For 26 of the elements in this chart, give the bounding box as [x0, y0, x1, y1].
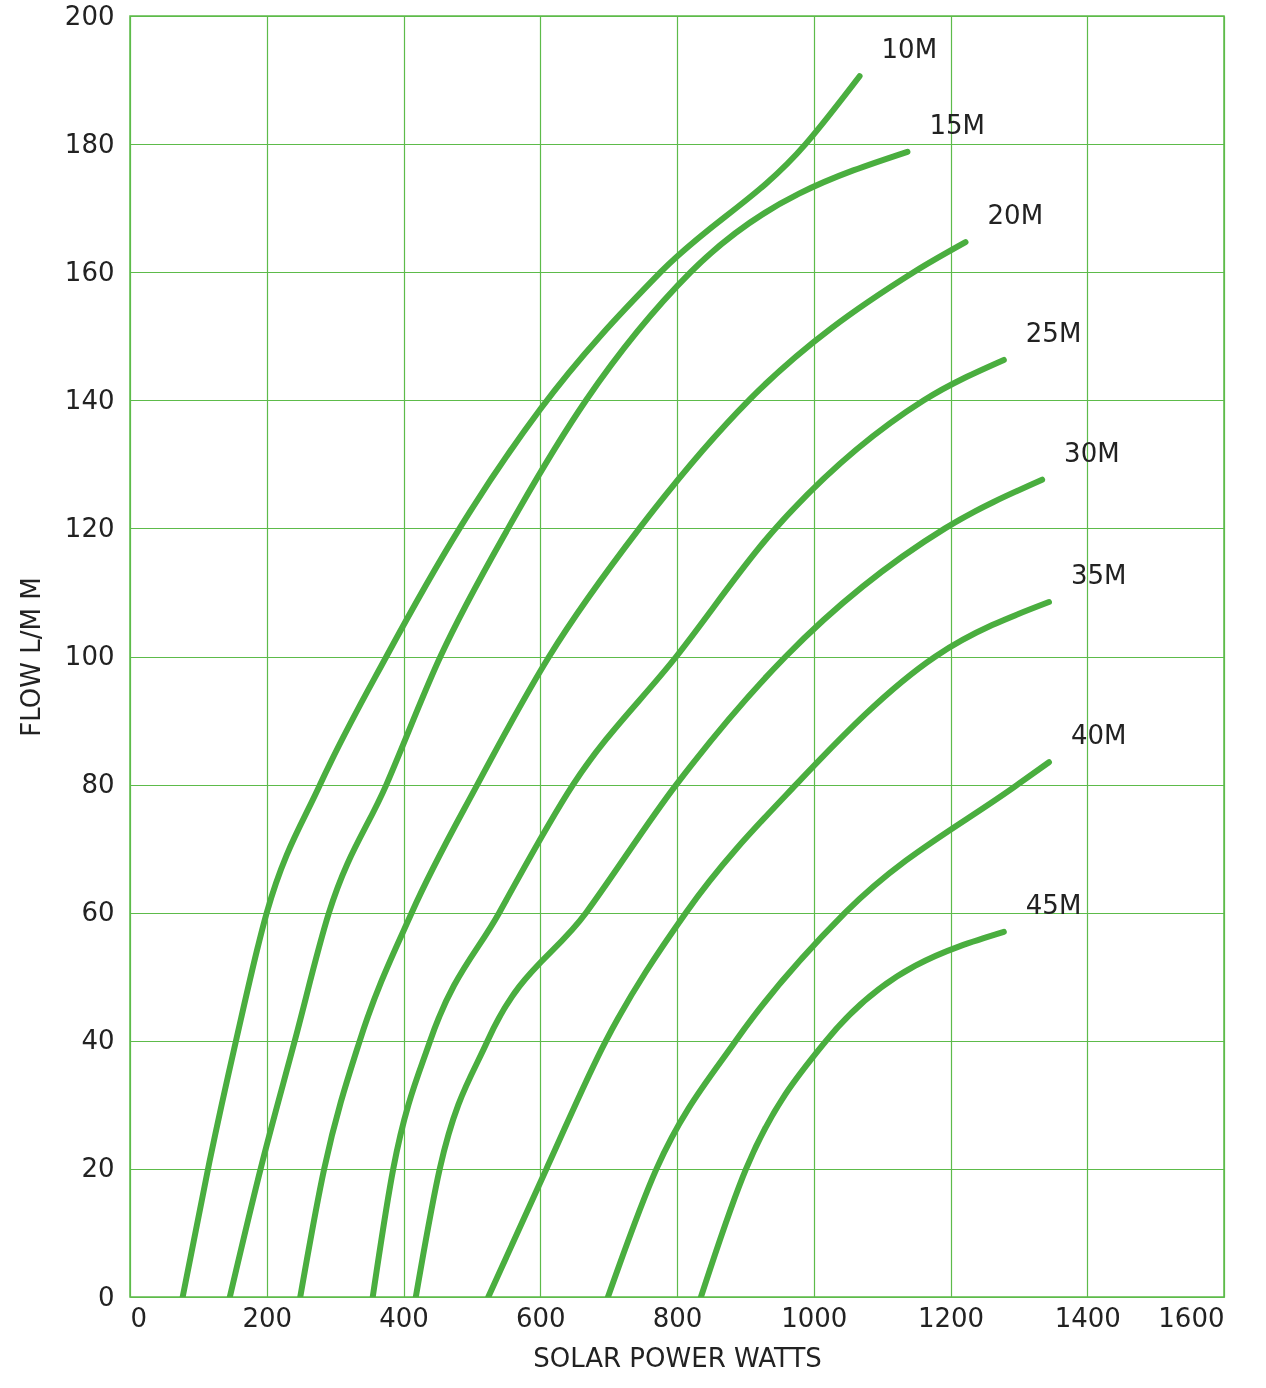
- y-tick-label: 160: [64, 256, 115, 287]
- y-tick-label: 40: [81, 1025, 115, 1056]
- y-tick-label: 80: [81, 769, 115, 800]
- y-tick-label: 20: [81, 1153, 115, 1184]
- x-tick-label: 600: [515, 1302, 566, 1333]
- x-tick-label: 1400: [1054, 1302, 1121, 1333]
- series-label: 25M: [1025, 317, 1082, 348]
- series-label: 45M: [1025, 889, 1082, 920]
- x-tick-label: 800: [652, 1302, 703, 1333]
- series-label: 10M: [881, 34, 938, 65]
- y-tick-label: 200: [64, 0, 115, 31]
- y-tick-label: 180: [64, 128, 115, 159]
- y-tick-label: 140: [64, 384, 115, 415]
- x-tick-label: 1200: [917, 1302, 985, 1333]
- y-tick-label: 60: [81, 897, 115, 928]
- x-tick-label: 400: [379, 1302, 429, 1333]
- x-axis-title: SOLAR POWER WATTS: [533, 1342, 822, 1373]
- x-tick-label: 0: [130, 1302, 148, 1333]
- y-axis-title: FLOW L/M M: [15, 577, 46, 737]
- y-tick-label: 0: [97, 1281, 115, 1312]
- y-tick-label: 120: [64, 512, 115, 543]
- x-tick-label: 1000: [781, 1302, 848, 1333]
- series-label: 20M: [987, 200, 1044, 231]
- y-tick-label: 100: [64, 641, 115, 671]
- x-tick-label: 1600: [1158, 1302, 1225, 1333]
- x-tick-label: 200: [242, 1302, 293, 1333]
